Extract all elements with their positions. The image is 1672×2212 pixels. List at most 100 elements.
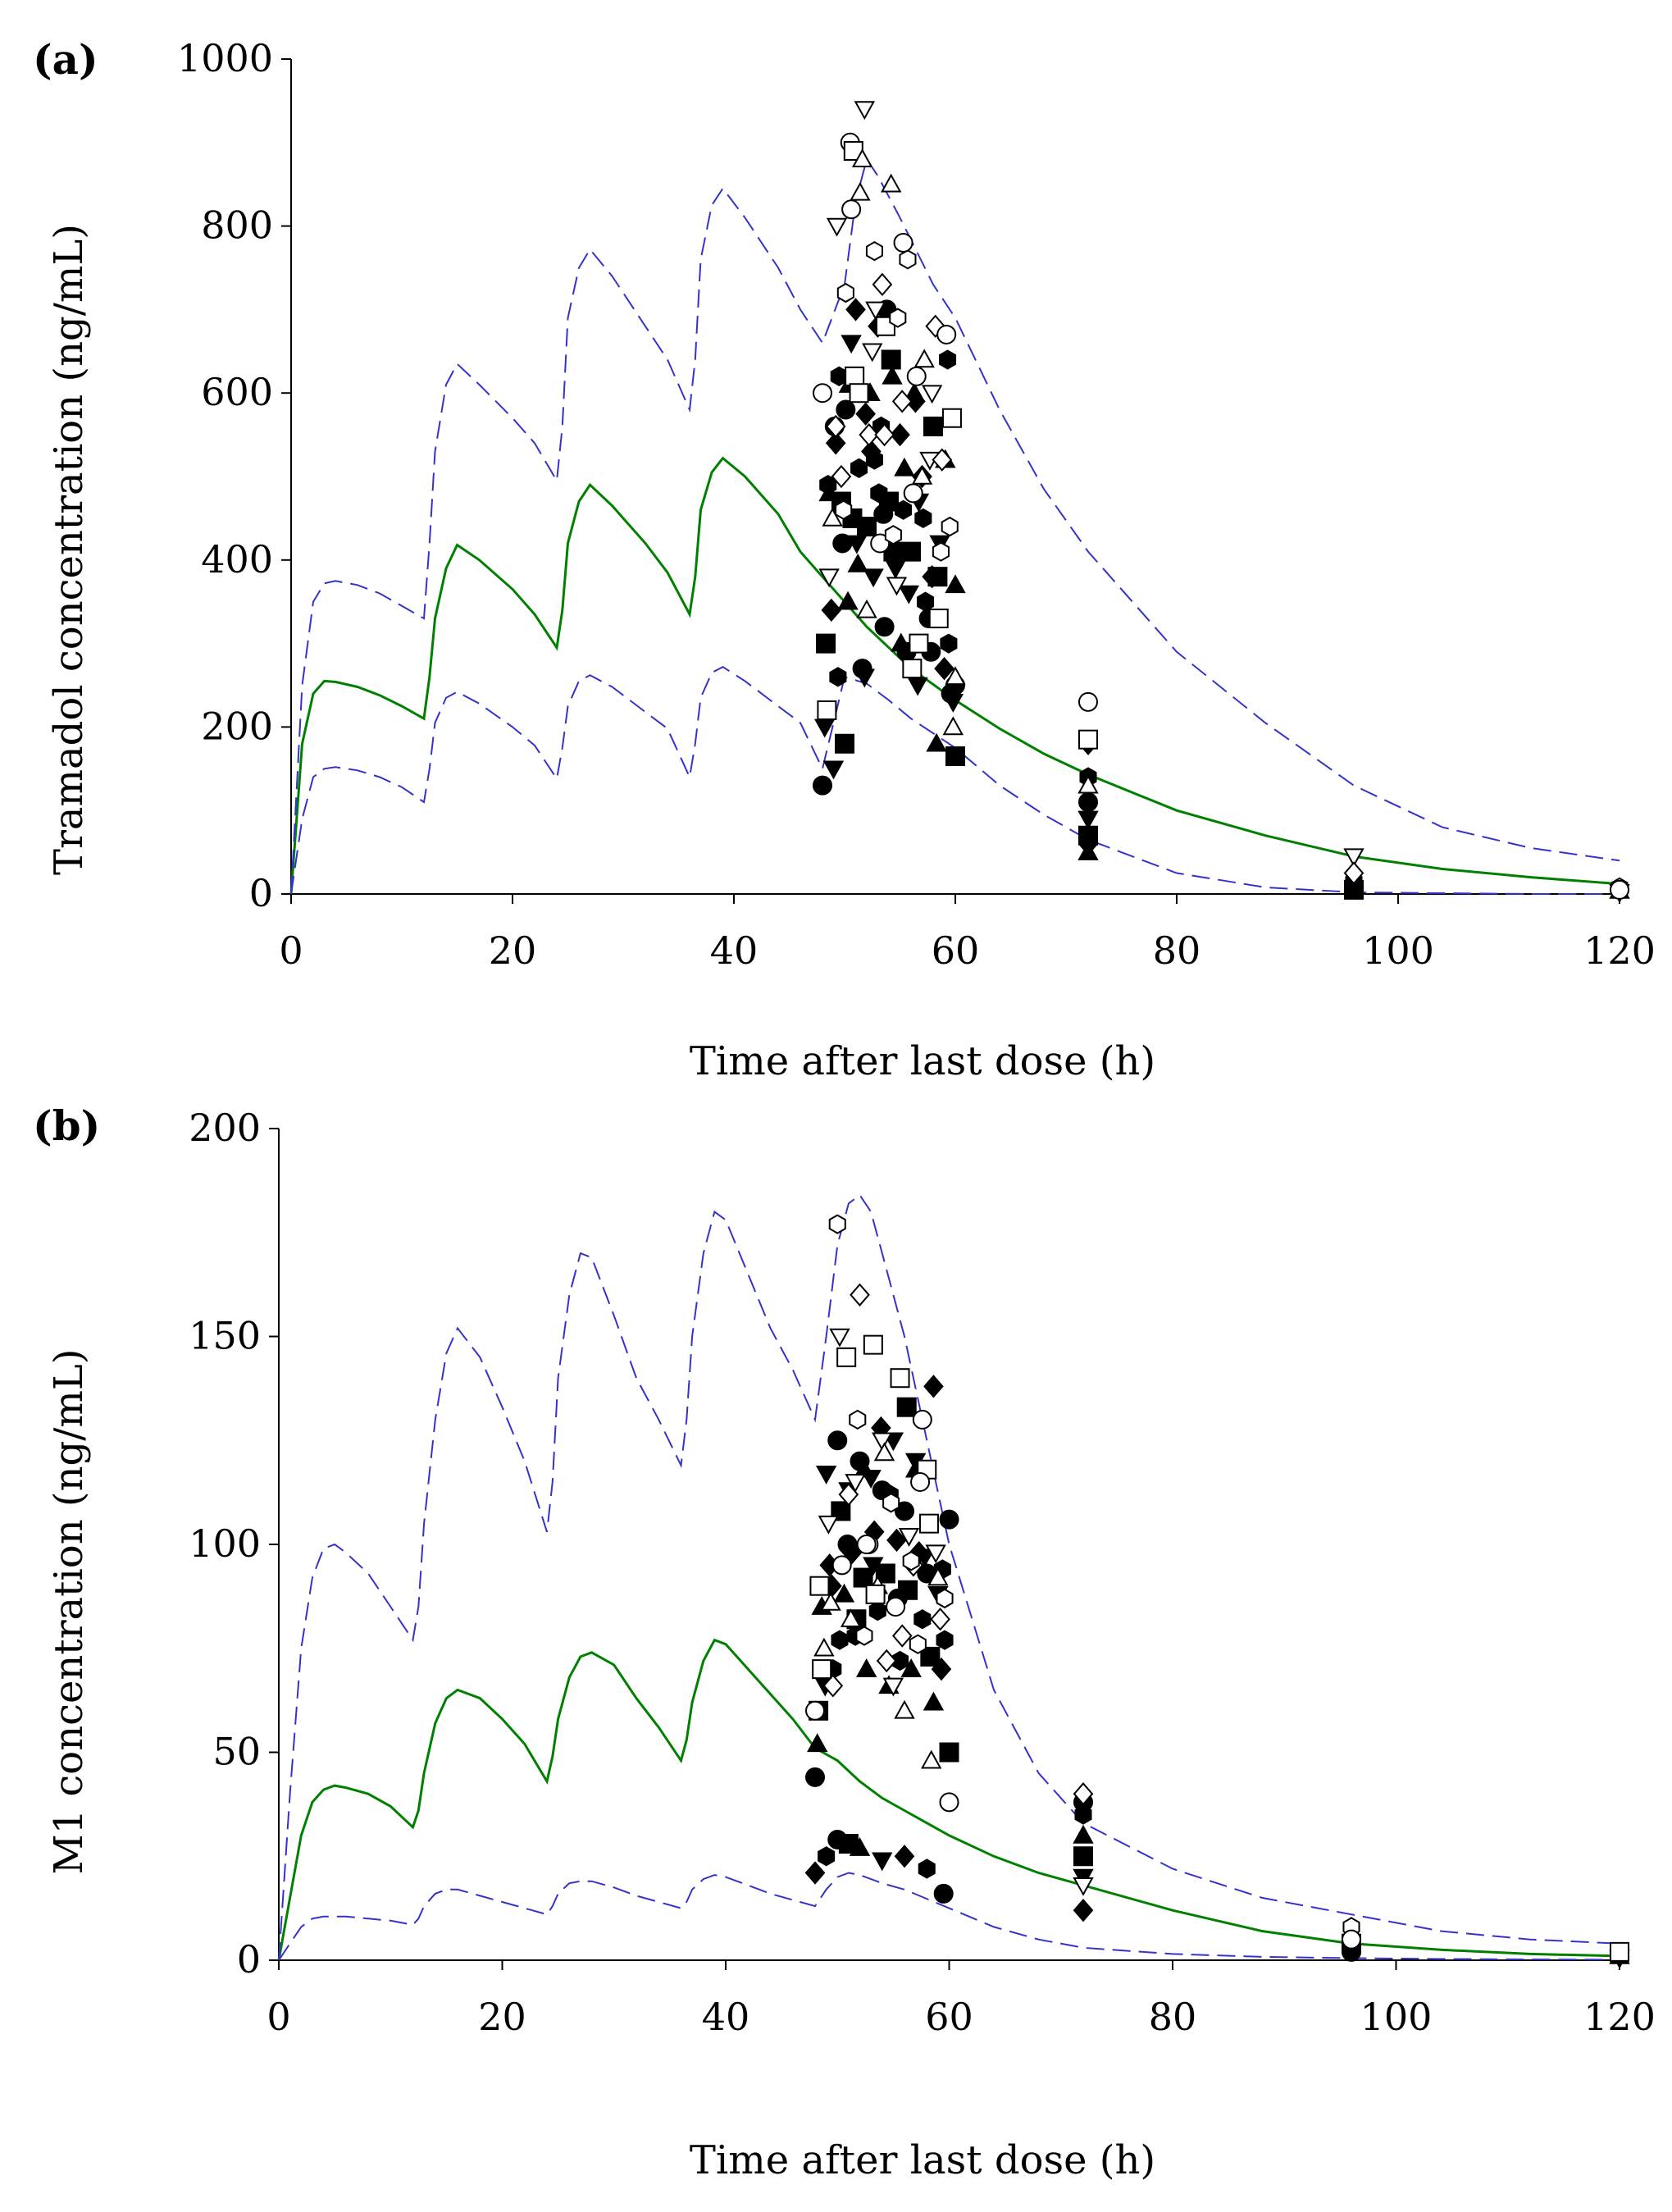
observed-open-point [856,599,877,618]
observed-filled-point [873,504,894,524]
observed-filled-point [847,553,868,572]
panel-b: (b) 0 50 100 150 200 0 20 40 60 80 100 120 Time aft… [33,1101,1656,2183]
observed-open-point [1073,1877,1094,1896]
observed-open-point [813,1637,835,1657]
lower-prediction-line [290,665,1620,895]
observed-filled-point [926,732,947,752]
observed-filled-point [905,390,926,413]
observed-filled-point [886,1528,907,1553]
x-tick-label: 100 [1362,928,1434,973]
observed-filled-point [923,1375,944,1398]
observed-filled-point [854,668,875,688]
panel-a: (a) 0 200 400 600 800 1000 0 20 40 60 80 100 120 Tim… [33,35,1656,1084]
observed-open-point [889,308,907,328]
observed-open-point [936,1588,954,1609]
panel-label: (a) [33,35,98,84]
x-tick-label: 60 [932,928,980,973]
observed-open-point [855,1626,873,1646]
x-axis-title: Time after last dose (h) [690,2137,1155,2183]
y-tick-label: 100 [189,1521,261,1566]
observed-open-point [894,1699,915,1719]
observed-open-point [912,1409,932,1430]
observed-filled-point [1073,1824,1094,1844]
observed-filled-point [831,1630,849,1650]
observed-open-point [836,1347,857,1367]
observed-filled-point [881,349,901,370]
observed-open-point [872,272,893,297]
observed-open-point [890,1368,910,1389]
observed-open-point [899,249,917,270]
observed-open-point [886,1597,906,1617]
median-prediction-line [277,1638,1620,1961]
observed-open-point [939,1792,959,1813]
observed-filled-point [868,1600,886,1621]
observed-filled-point [850,458,868,478]
observed-filled-point [821,598,842,623]
observed-open-point [850,1283,870,1307]
observed-open-point [1342,1929,1361,1950]
observed-filled-point [933,1883,954,1904]
observed-filled-point [945,574,966,594]
x-tick-label: 20 [489,928,537,973]
observed-open-point [840,1608,862,1628]
x-tick-label: 20 [478,1995,526,2039]
observed-filled-point [922,564,942,589]
observed-filled-point [898,585,919,604]
observed-open-point [909,633,929,654]
observed-open-point [936,324,957,344]
observed-filled-point [805,1767,825,1787]
observed-open-point [828,1214,846,1234]
observed-open-point [928,609,949,629]
observed-filled-point [837,1535,858,1554]
observed-open-point [845,366,865,386]
observed-open-point [841,199,862,220]
observed-filled-point [863,1557,884,1576]
observed-open-point [1078,691,1098,712]
observed-open-point [1077,774,1099,794]
observed-filled-point [895,499,913,520]
y-tick-label: 50 [212,1730,261,1774]
observed-open-point [921,385,943,404]
observed-open-point [865,1584,886,1604]
observed-open-point [863,1334,883,1355]
observed-open-point [856,1535,877,1554]
observed-open-point [1073,1782,1094,1806]
observed-open-point [809,1576,830,1596]
observed-open-point [873,1442,895,1462]
observed-filled-point [890,422,910,447]
y-tick-label: 800 [201,203,273,248]
y-axis-title: M1 concentration (ng/mL) [46,1348,92,1874]
observed-open-point [1343,861,1364,885]
observed-filled-point [1078,792,1098,813]
series-layer [277,1193,1630,1969]
observed-filled-point [894,457,915,477]
observed-filled-point [923,1691,945,1711]
observed-filled-point [918,1859,936,1879]
observed-filled-point [931,1657,952,1681]
observed-open-point [831,1555,852,1576]
observed-filled-point [939,1509,959,1530]
observed-open-point [913,349,935,368]
observed-filled-point [827,1430,848,1451]
observed-filled-point [940,633,958,654]
observed-filled-point [822,760,845,780]
observed-filled-point [907,677,928,696]
observed-filled-point [813,775,832,796]
x-tick-label: 100 [1360,1995,1433,2039]
observed-open-point [862,343,883,363]
observed-filled-point [841,335,862,354]
observed-filled-point [836,399,856,420]
observed-open-point [941,408,962,428]
observed-filled-point [874,617,895,637]
observed-open-point [818,568,840,588]
observed-filled-point [891,632,912,652]
observed-filled-point [872,1852,893,1872]
observed-filled-point [855,1658,877,1677]
observed-open-point [942,716,964,736]
x-tick-label: 80 [1153,928,1201,973]
observed-open-point [884,525,902,545]
observed-open-point [812,1659,832,1680]
observed-filled-point [853,1567,873,1588]
x-tick-label: 120 [1583,928,1656,973]
